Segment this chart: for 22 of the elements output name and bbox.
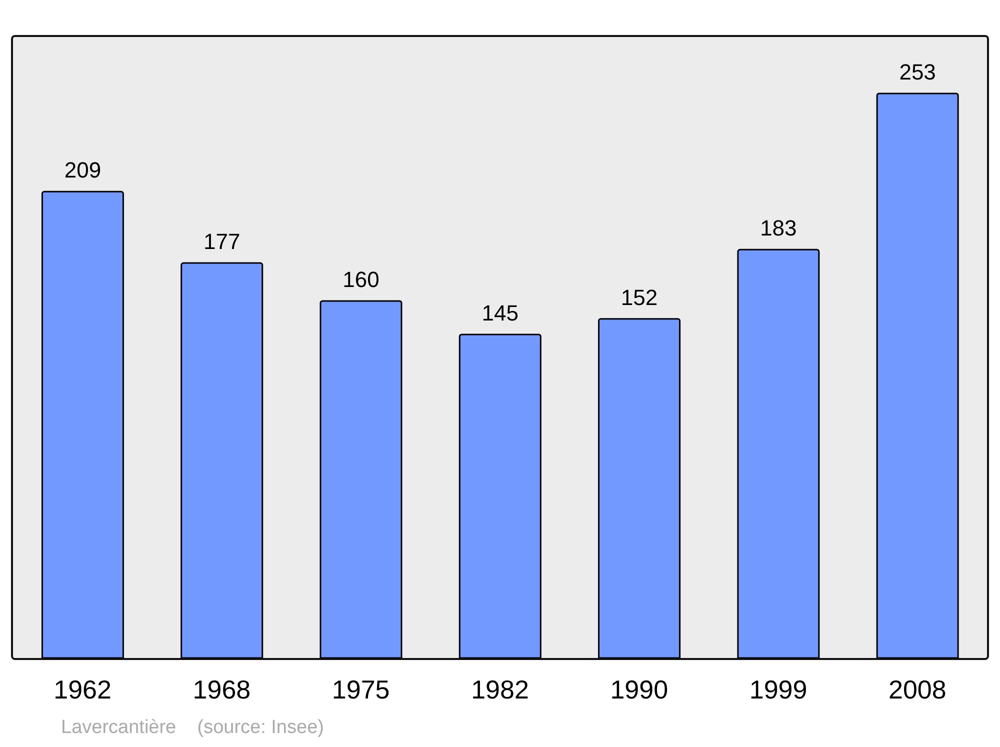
bar <box>180 262 264 658</box>
text: Lavercantière (source: Insee) <box>61 717 324 739</box>
bar <box>598 318 681 658</box>
data-label: 152 <box>620 284 658 310</box>
bar <box>320 300 402 658</box>
data-label: 160 <box>342 266 380 292</box>
x-tick-label: 1968 <box>192 674 251 704</box>
data-label: 183 <box>760 216 797 241</box>
data-label: 145 <box>482 300 519 326</box>
data-label: 209 <box>64 158 102 183</box>
x-tick-label: 1962 <box>54 674 112 704</box>
x-tick-label: 1975 <box>332 674 390 704</box>
x-tick-label: 1982 <box>471 674 529 704</box>
x-tick-label: 1999 <box>749 674 808 704</box>
data-label: 177 <box>204 229 240 254</box>
bar <box>41 190 124 658</box>
x-tick-label: 1990 <box>610 674 668 704</box>
x-tick-label: 2008 <box>888 674 946 704</box>
bar <box>876 92 959 658</box>
data-label: 253 <box>899 59 936 84</box>
bar <box>458 334 542 658</box>
bar <box>737 248 820 658</box>
